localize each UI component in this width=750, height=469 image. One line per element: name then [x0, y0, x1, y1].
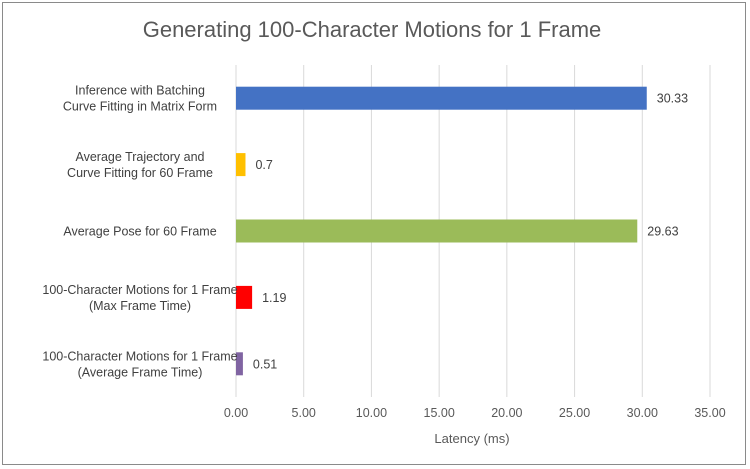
bar	[236, 352, 243, 376]
x-tick-label: 25.00	[559, 406, 590, 420]
category-label: Average Trajectory and	[75, 150, 204, 164]
x-tick-label: 15.00	[424, 406, 455, 420]
bar	[236, 153, 246, 177]
data-label: 30.33	[657, 92, 688, 106]
bar	[236, 285, 253, 309]
data-label: 29.63	[647, 225, 678, 239]
category-label: (Max Frame Time)	[89, 299, 191, 313]
category-label: Curve Fitting for 60 Frame	[67, 166, 213, 180]
x-axis-title: Latency (ms)	[434, 431, 509, 446]
category-label: Curve Fitting in Matrix Form	[63, 100, 217, 114]
data-label: 0.7	[255, 158, 272, 172]
data-label: 0.51	[253, 357, 277, 371]
x-tick-labels: 0.00 5.00 10.00 15.00 20.00 25.00 30.00 35.00	[224, 406, 726, 420]
chart-title: Generating 100-Character Motions for 1 F…	[143, 17, 602, 42]
bars: 30.33 0.7 29.63 1.19 0.51	[236, 86, 688, 376]
data-label: 1.19	[262, 291, 286, 305]
bar	[236, 219, 638, 243]
x-tick-label: 5.00	[292, 406, 316, 420]
x-tick-label: 20.00	[491, 406, 522, 420]
category-label: Average Pose for 60 Frame	[63, 225, 216, 239]
x-tick-label: 35.00	[694, 406, 725, 420]
category-labels: Inference with Batching Curve Fitting in …	[42, 84, 237, 380]
category-label: 100-Character Motions for 1 Frame	[42, 283, 237, 297]
x-tick-label: 0.00	[224, 406, 248, 420]
category-label: Inference with Batching	[75, 84, 205, 98]
x-tick-label: 10.00	[356, 406, 387, 420]
category-label: (Average Frame Time)	[78, 365, 203, 379]
x-tick-label: 30.00	[627, 406, 658, 420]
category-label: 100-Character Motions for 1 Frame	[42, 349, 237, 363]
bar	[236, 86, 647, 110]
